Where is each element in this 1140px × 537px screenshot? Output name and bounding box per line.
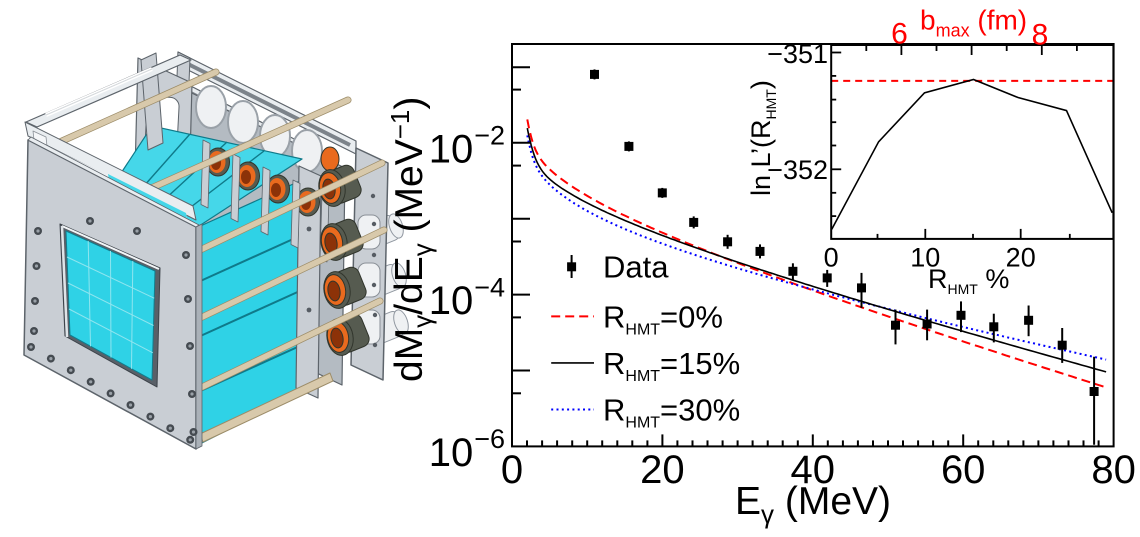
svg-text:dMγ/dEγ (MeV−1): dMγ/dEγ (MeV−1) [385, 97, 437, 382]
svg-text:6: 6 [891, 18, 908, 51]
svg-text:Data: Data [603, 250, 669, 285]
svg-text:−4: −4 [474, 272, 505, 302]
svg-text:0: 0 [501, 448, 523, 492]
svg-text:−351: −351 [767, 39, 828, 69]
svg-text:−6: −6 [474, 424, 505, 454]
svg-text:0: 0 [824, 243, 839, 273]
svg-text:20: 20 [640, 448, 685, 492]
svg-text:Eγ (MeV): Eγ (MeV) [735, 480, 891, 529]
svg-text:80: 80 [1091, 448, 1136, 492]
svg-text:40: 40 [791, 448, 836, 492]
svg-text:RHMT=15%: RHMT=15% [603, 346, 740, 385]
svg-text:20: 20 [1006, 243, 1036, 273]
svg-text:RHMT=30%: RHMT=30% [603, 393, 740, 432]
svg-text:−352: −352 [767, 155, 828, 185]
svg-text:RHMT=0%: RHMT=0% [603, 300, 723, 339]
svg-text:10: 10 [429, 279, 474, 323]
svg-text:60: 60 [941, 448, 986, 492]
svg-text:10: 10 [910, 243, 940, 273]
svg-text:−2: −2 [474, 121, 505, 151]
svg-text:10: 10 [429, 431, 474, 475]
svg-text:8: 8 [1032, 19, 1049, 52]
svg-text:10: 10 [429, 127, 474, 171]
